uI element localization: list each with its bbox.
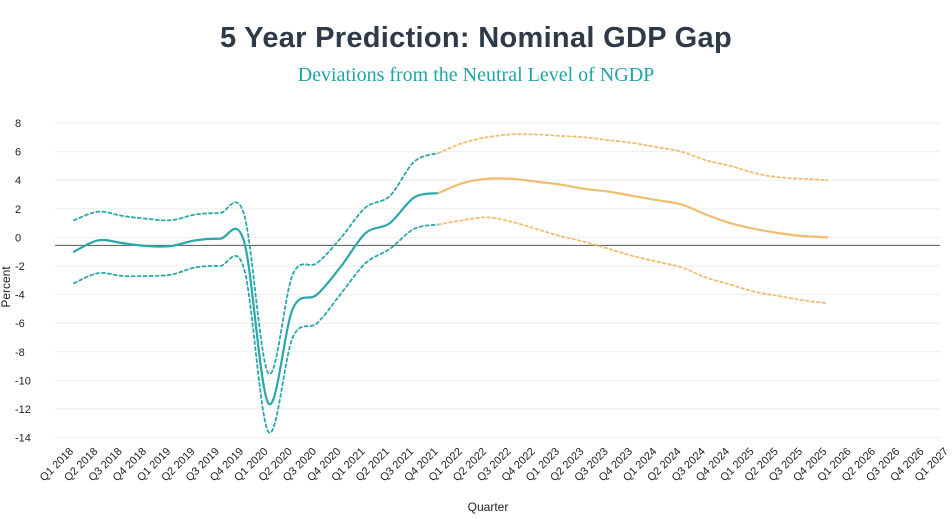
series-history-upper [73,152,440,375]
series-forecast-point [437,177,829,239]
y-tick-label: -12 [15,404,31,416]
series-layer [72,133,829,434]
y-axis-ticks: 8 6 4 2 0 -2 -4 -6 -8 -10 -12 -14 [15,118,31,445]
series-history-lower [73,223,440,434]
series-forecast-lower [437,216,829,305]
chart-subtitle: Deviations from the Neutral Level of NGD… [297,64,655,86]
y-tick-label: 6 [15,147,21,159]
y-tick-label: 8 [15,118,21,130]
series-forecast-upper [437,133,829,182]
y-tick-label: 2 [15,204,21,216]
x-axis-label: Quarter [468,500,509,514]
y-axis-label: Percent [0,266,13,308]
y-tick-label: -14 [15,433,31,445]
y-tick-label: -8 [15,347,25,359]
y-tick-label: -10 [15,375,31,387]
y-tick-label: 0 [15,232,21,244]
y-tick-label: -6 [15,318,25,330]
y-tick-label: 4 [15,175,21,187]
grid-layer [55,122,940,439]
y-tick-label: -4 [15,290,25,302]
y-tick-label: -2 [15,261,25,273]
series-history-point [72,192,440,406]
chart-title: 5 Year Prediction: Nominal GDP Gap [220,22,732,54]
